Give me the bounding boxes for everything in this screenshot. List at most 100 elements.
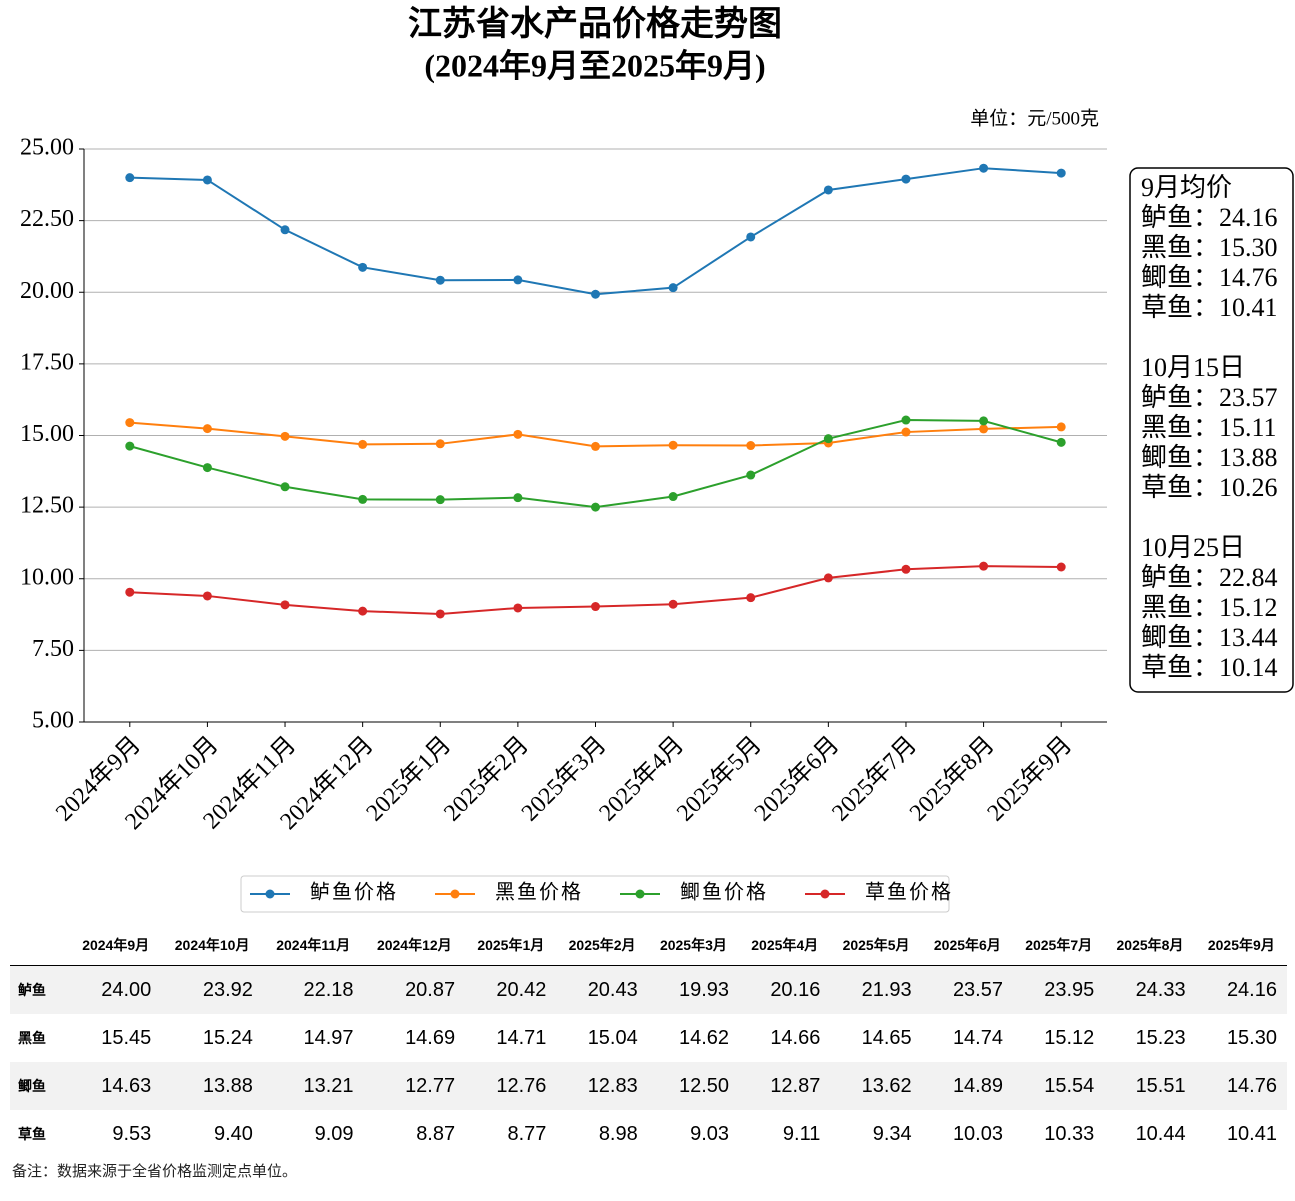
table-cell: 12.50 <box>647 1062 740 1110</box>
table-cell: 15.30 <box>1226 1026 1277 1049</box>
annotation-line: 草鱼：10.26 <box>1141 473 1278 502</box>
annotation-title: 10月15日 <box>1141 353 1245 382</box>
table-cell: 23.92 <box>161 965 263 1014</box>
point <box>513 429 523 439</box>
table-column-header: 2025年6月 <box>921 925 1013 966</box>
legend-label: 草鱼价格 <box>865 881 953 904</box>
table-column-header: 2025年4月 <box>739 925 831 966</box>
annotation-box <box>1129 167 1294 693</box>
point <box>901 564 911 574</box>
point <box>280 225 290 235</box>
annotation-line: 鲈鱼：23.57 <box>1141 383 1278 412</box>
point <box>435 495 445 505</box>
table-cell: 10.41 <box>1226 1122 1277 1145</box>
table-column-header: 2024年11月 <box>262 925 364 966</box>
table-cell: 15.51 <box>1104 1062 1196 1110</box>
table-cell: 8.77 <box>507 1122 547 1145</box>
table-column-header: 2025年1月 <box>465 925 557 966</box>
legend-label: 鲫鱼价格 <box>680 881 768 904</box>
point <box>979 424 989 434</box>
point <box>591 602 600 612</box>
table-cell: 23.95 <box>1013 965 1105 1014</box>
point <box>358 606 368 616</box>
table-cell: 14.74 <box>952 1026 1003 1049</box>
point <box>901 174 911 184</box>
point <box>435 275 445 285</box>
table-cell: 23.57 <box>921 965 1013 1014</box>
table-cell: 15.45 <box>101 1026 152 1049</box>
table-cell: 24.16 <box>1195 965 1287 1014</box>
point <box>746 593 756 603</box>
table-row: 草鱼 9.53 9.40 9.09 8.87 8.77 8.98 9.03 9.11 9.34 10… <box>10 1110 1287 1158</box>
point <box>513 493 523 503</box>
y-tick-label: 22.50 <box>20 206 74 232</box>
table-column-header: 2025年7月 <box>1013 925 1105 966</box>
annotation-line: 鲈鱼：24.16 <box>1141 203 1278 232</box>
point <box>125 173 135 183</box>
unit-label: 单位：元/500克 <box>970 107 1099 129</box>
table-cell: 12.83 <box>556 1062 648 1110</box>
point <box>1056 422 1066 432</box>
y-tick-label: 15.00 <box>20 421 74 447</box>
series-line <box>129 167 1062 296</box>
point <box>668 440 678 450</box>
annotation-title: 9月均价 <box>1141 173 1232 202</box>
table-cell: 14.76 <box>1195 1062 1287 1110</box>
table-column-header: 2025年2月 <box>556 925 648 966</box>
table-column-header: 2025年8月 <box>1104 925 1196 966</box>
point <box>125 587 135 597</box>
point <box>280 482 290 492</box>
point <box>280 600 290 610</box>
table-cell: 8.87 <box>416 1122 456 1145</box>
chart-subtitle: (2024年9月至2025年9月) <box>424 47 765 83</box>
point <box>746 441 756 451</box>
point <box>1056 562 1066 572</box>
point <box>202 175 212 185</box>
table-row-label: 黑鱼 <box>18 1030 46 1046</box>
point <box>591 502 600 512</box>
point <box>125 418 135 428</box>
annotation-line: 草鱼：10.41 <box>1141 293 1278 322</box>
annotation-line: 黑鱼：15.11 <box>1141 413 1277 442</box>
annotation-line: 鲈鱼：22.84 <box>1141 563 1278 592</box>
point <box>202 424 212 434</box>
point <box>591 441 600 451</box>
legend-marker <box>450 889 460 899</box>
series-line <box>129 419 1062 509</box>
y-tick-label: 7.50 <box>32 636 74 662</box>
point <box>358 439 368 449</box>
table-cell: 14.69 <box>405 1026 456 1049</box>
point <box>591 289 600 299</box>
y-tick-label: 25.00 <box>20 135 74 161</box>
table-cell: 9.40 <box>213 1122 253 1145</box>
table-cell: 21.93 <box>830 965 922 1014</box>
legend-marker <box>265 889 275 899</box>
table-row: 黑鱼 15.45 15.24 14.97 14.69 14.71 15.04 14.62 14.… <box>10 1014 1287 1062</box>
point <box>823 185 833 195</box>
table-cell: 8.98 <box>598 1122 638 1145</box>
legend-marker <box>635 889 645 899</box>
annotation-line: 鲫鱼：14.76 <box>1141 263 1278 292</box>
table-column-header: 2025年3月 <box>647 925 740 966</box>
y-tick-label: 5.00 <box>32 708 74 734</box>
table-cell: 12.77 <box>363 1062 466 1110</box>
chart-title: 江苏省水产品价格走势图 <box>408 5 782 43</box>
table-cell: 22.18 <box>262 965 364 1014</box>
y-tick-label: 20.00 <box>20 278 74 304</box>
table-column-header: 2025年5月 <box>830 925 922 966</box>
table-corner <box>10 925 70 966</box>
table-cell: 14.97 <box>303 1026 354 1049</box>
table-cell: 13.88 <box>161 1062 263 1110</box>
table-header-row: 2024年9月 2024年10月 2024年11月 2024年12月 2025年1月 20… <box>10 925 1287 966</box>
table-cell: 15.23 <box>1135 1026 1186 1049</box>
table-row-label: 鲫鱼 <box>10 1062 70 1110</box>
point <box>668 283 678 293</box>
point <box>979 163 989 173</box>
table-row-label: 鲈鱼 <box>10 965 70 1014</box>
table-cell: 20.43 <box>556 965 648 1014</box>
data-table: 2024年9月 2024年10月 2024年11月 2024年12月 2025年1月 20… <box>10 925 1287 1158</box>
point <box>823 434 833 444</box>
table-cell: 24.00 <box>70 965 162 1014</box>
point <box>668 492 678 502</box>
